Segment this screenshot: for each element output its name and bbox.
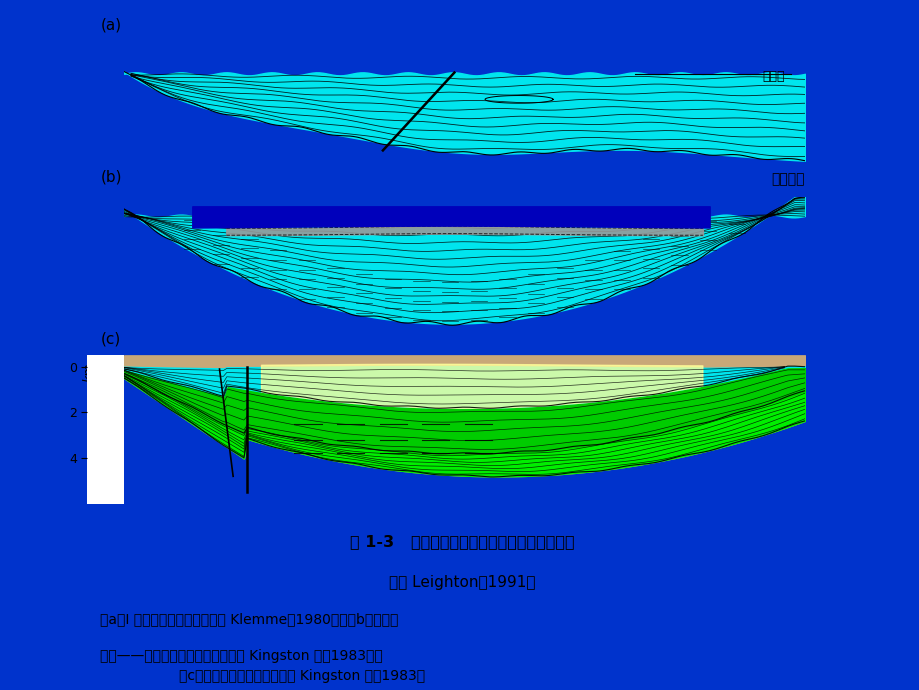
Text: 图 1-3   简单和多旋回克拉通内盆地演化剖面图: 图 1-3 简单和多旋回克拉通内盆地演化剖面图 — [349, 535, 574, 549]
Text: （据 Leighton，1991）: （据 Leighton，1991） — [389, 575, 535, 590]
Text: (a): (a) — [100, 17, 121, 32]
Text: 海平面: 海平面 — [761, 70, 784, 83]
Text: 莱克仑胡: 莱克仑胡 — [770, 172, 803, 186]
Text: （a）I 型简单克拉通内盆地（据 Klemme，1980）；（b）密歇根: （a）I 型简单克拉通内盆地（据 Klemme，1980）；（b）密歇根 — [100, 612, 399, 627]
Text: 盆地——内坳陷盆地的一个实例（据 Kingston 等，1983）；: 盆地——内坳陷盆地的一个实例（据 Kingston 等，1983）； — [100, 649, 383, 663]
Text: （c）三个旋回的坳陷盆地（据 Kingston 等，1983）: （c）三个旋回的坳陷盆地（据 Kingston 等，1983） — [179, 669, 425, 683]
Text: (c): (c) — [100, 331, 120, 346]
Text: (b): (b) — [100, 169, 122, 184]
Text: km: km — [82, 363, 95, 382]
